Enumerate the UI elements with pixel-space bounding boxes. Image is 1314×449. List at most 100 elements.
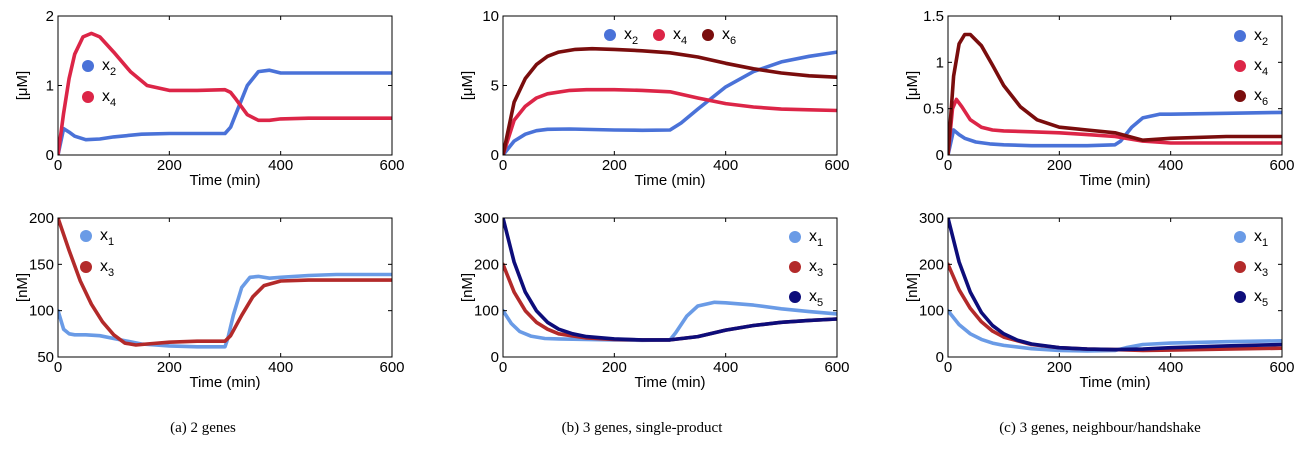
legend-label-x4: x4 bbox=[102, 88, 116, 109]
axes-box bbox=[502, 15, 838, 156]
legend-marker-x3 bbox=[1234, 261, 1246, 273]
y-tick-label: 100 bbox=[29, 303, 54, 320]
series-group bbox=[503, 218, 837, 343]
x-tick-label: 0 bbox=[944, 157, 952, 174]
series-line-x2 bbox=[948, 110, 1282, 155]
y-tick-label: 0 bbox=[936, 349, 944, 366]
axes-box bbox=[947, 217, 1283, 358]
series-line-x4 bbox=[503, 87, 837, 155]
series-line-x2 bbox=[58, 68, 392, 155]
y-tick-label: 200 bbox=[29, 210, 54, 227]
y-tick-label: 0 bbox=[46, 147, 54, 164]
x-tick-label: 200 bbox=[1047, 157, 1072, 174]
panel-5: 0 200 400 600 0 100 200 300 Time (min) [nM] x1 x3 x5 bbox=[459, 210, 850, 391]
caption-a: (a) 2 genes bbox=[170, 420, 236, 436]
x-tick-label: 600 bbox=[824, 359, 849, 376]
legend-marker-x1 bbox=[789, 231, 801, 243]
y-axis-label: [nM] bbox=[459, 273, 476, 302]
y-axis-label: [μM] bbox=[14, 71, 31, 100]
legend-label-x2: x2 bbox=[102, 57, 116, 78]
legend-marker-x5 bbox=[1234, 291, 1246, 303]
y-tick-label: 150 bbox=[29, 256, 54, 273]
x-axis-label: Time (min) bbox=[189, 172, 260, 189]
y-tick-label: 1.5 bbox=[923, 8, 944, 25]
legend-marker-x2 bbox=[1234, 30, 1246, 42]
legend-label-x2: x2 bbox=[624, 26, 638, 47]
y-tick-label: 50 bbox=[37, 349, 54, 366]
legend-label-x5: x5 bbox=[809, 288, 823, 309]
legend-marker-x1 bbox=[80, 230, 92, 242]
x-axis-label: Time (min) bbox=[1079, 172, 1150, 189]
legend-label-x6: x6 bbox=[722, 26, 736, 47]
legend-label-x6: x6 bbox=[1254, 87, 1268, 108]
y-tick-label: 300 bbox=[474, 210, 499, 227]
x-tick-label: 200 bbox=[1047, 359, 1072, 376]
legend-marker-x5 bbox=[789, 291, 801, 303]
series-line-x4 bbox=[58, 31, 392, 155]
x-tick-label: 400 bbox=[1158, 359, 1183, 376]
legend-marker-x4 bbox=[82, 91, 94, 103]
y-tick-label: 0 bbox=[936, 147, 944, 164]
x-axis-label: Time (min) bbox=[189, 374, 260, 391]
x-tick-label: 200 bbox=[602, 157, 627, 174]
x-tick-label: 400 bbox=[268, 359, 293, 376]
legend: x2 x4 x6 bbox=[604, 26, 736, 47]
legend-label-x3: x3 bbox=[1254, 258, 1268, 279]
y-tick-label: 100 bbox=[474, 303, 499, 320]
y-axis-label: [μM] bbox=[459, 71, 476, 100]
x-tick-label: 400 bbox=[713, 157, 738, 174]
series-group bbox=[503, 46, 837, 155]
y-tick-label: 0 bbox=[491, 147, 499, 164]
series-group bbox=[948, 32, 1282, 155]
axes-box bbox=[502, 217, 838, 358]
series-line-x4 bbox=[948, 97, 1282, 155]
legend-marker-x2 bbox=[604, 29, 616, 41]
legend-label-x5: x5 bbox=[1254, 288, 1268, 309]
x-tick-label: 400 bbox=[268, 157, 293, 174]
x-tick-label: 400 bbox=[713, 359, 738, 376]
legend-label-x2: x2 bbox=[1254, 27, 1268, 48]
y-tick-label: 0.5 bbox=[923, 101, 944, 118]
legend-marker-x6 bbox=[1234, 90, 1246, 102]
legend-marker-x2 bbox=[82, 60, 94, 72]
y-tick-label: 0 bbox=[491, 349, 499, 366]
caption-c: (c) 3 genes, neighbour/handshake bbox=[999, 420, 1201, 436]
series-line-x3 bbox=[948, 262, 1282, 353]
x-tick-label: 600 bbox=[379, 359, 404, 376]
axes-box bbox=[947, 15, 1283, 156]
y-axis-label: [nM] bbox=[14, 273, 31, 302]
panel-2: 0 200 400 600 0 5 10 Time (min) [μM] x2 x4 x6 bbox=[459, 8, 850, 189]
legend-label-x1: x1 bbox=[809, 228, 823, 249]
series-line-x1 bbox=[948, 308, 1282, 353]
legend-marker-x4 bbox=[1234, 60, 1246, 72]
legend-marker-x1 bbox=[1234, 231, 1246, 243]
x-axis-label: Time (min) bbox=[1079, 374, 1150, 391]
x-tick-label: 600 bbox=[1269, 359, 1294, 376]
series-line-x3 bbox=[503, 262, 837, 342]
y-tick-label: 200 bbox=[474, 256, 499, 273]
y-tick-label: 100 bbox=[919, 303, 944, 320]
series-line-x5 bbox=[948, 218, 1282, 352]
x-tick-label: 400 bbox=[1158, 157, 1183, 174]
x-tick-label: 200 bbox=[157, 157, 182, 174]
legend-label-x3: x3 bbox=[100, 258, 114, 279]
legend-marker-x4 bbox=[653, 29, 665, 41]
y-tick-label: 1 bbox=[46, 78, 54, 95]
legend-label-x1: x1 bbox=[1254, 228, 1268, 249]
legend: x2 x4 x6 bbox=[1234, 27, 1268, 108]
series-line-x3 bbox=[58, 218, 392, 347]
series-line-x5 bbox=[503, 218, 837, 342]
panel-6: 0 200 400 600 0 100 200 300 Time (min) [nM] x1 x3 x5 bbox=[904, 210, 1295, 391]
legend-marker-x6 bbox=[702, 29, 714, 41]
legend-label-x1: x1 bbox=[100, 227, 114, 248]
caption-b: (b) 3 genes, single-product bbox=[562, 420, 724, 436]
x-tick-label: 200 bbox=[157, 359, 182, 376]
x-tick-label: 600 bbox=[379, 157, 404, 174]
panel-3: 0 200 400 600 0 0.5 1 1.5 Time (min) [μM] x2 x4 x6 bbox=[904, 8, 1295, 189]
x-tick-label: 0 bbox=[499, 157, 507, 174]
legend: x1 x3 x5 bbox=[789, 228, 823, 309]
